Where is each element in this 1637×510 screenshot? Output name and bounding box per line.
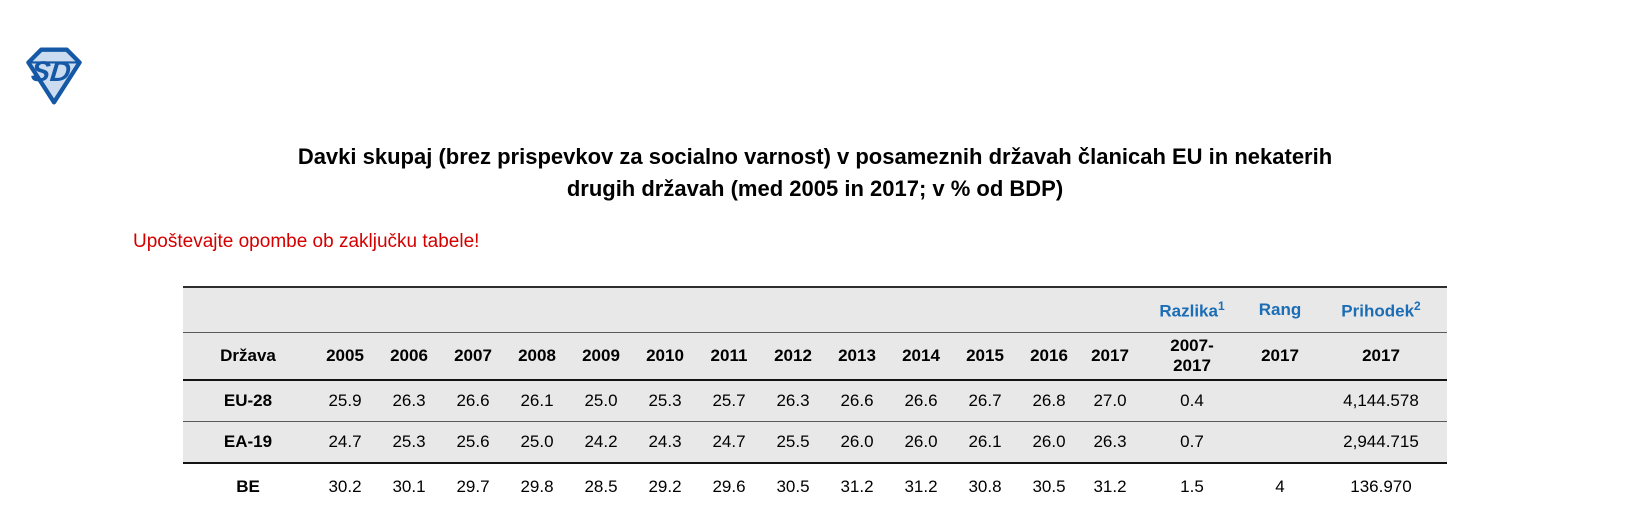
title-line2: drugih državah (med 2005 in 2017; v % od…	[566, 176, 1064, 201]
value-cell: 26.7	[953, 380, 1017, 422]
footnote-marker: 1	[1217, 298, 1225, 313]
value-cell: 25.7	[697, 380, 761, 422]
table-row-be: BE 30.2 30.1 29.7 29.8 28.5 29.2 29.6 30.5 31.2 31…	[183, 463, 1447, 510]
value-cell: 29.2	[648, 477, 682, 496]
value-cell: 24.2	[569, 421, 633, 464]
sd-diamond-logo: SD	[18, 44, 90, 108]
value-cell: 24.7	[697, 421, 761, 464]
value-cell: 30.5	[776, 477, 810, 496]
value-cell: 26.6	[889, 380, 953, 422]
col-header-year: 2010	[633, 332, 697, 381]
col-header-year: 2015	[953, 332, 1017, 381]
value-cell: 29.7	[456, 477, 490, 496]
value-cell: 26.3	[1081, 421, 1139, 464]
value-cell: 26.1	[505, 380, 569, 422]
razlika-cell: 0.7	[1139, 421, 1245, 464]
value-cell: 26.3	[377, 380, 441, 422]
col-header-year: 2014	[889, 332, 953, 381]
value-cell: 29.8	[520, 477, 554, 496]
col-header-razlika-period: 2007-2017	[1139, 332, 1245, 381]
footnote-marker: 2	[1414, 298, 1421, 313]
value-cell: 26.1	[953, 421, 1017, 464]
col-header-year: 2007	[441, 332, 505, 381]
value-cell: 29.6	[712, 477, 746, 496]
col-header-year: 2011	[697, 332, 761, 381]
value-cell: 30.5	[1032, 477, 1066, 496]
country-cell: EA-19	[183, 421, 313, 464]
diamond-icon: SD	[26, 47, 82, 105]
country-cell: BE	[236, 477, 260, 496]
razlika-cell: 0.4	[1139, 380, 1245, 422]
group-header-prihodek: Prihodek2	[1315, 287, 1447, 333]
table-row-ea-19: EA-19 24.7 25.3 25.6 25.0 24.2 24.3 24.7 25.5 26.…	[183, 421, 1447, 464]
value-cell: 26.0	[825, 421, 889, 464]
group-header-label: Rang	[1258, 300, 1302, 319]
prihodek-cell: 136.970	[1350, 477, 1412, 496]
value-cell: 26.8	[1017, 380, 1081, 422]
value-cell: 26.3	[761, 380, 825, 422]
col-header-year: 2012	[761, 332, 825, 381]
value-cell: 25.3	[377, 421, 441, 464]
value-cell: 25.0	[569, 380, 633, 422]
group-header-spacer	[183, 287, 1139, 333]
group-header-rang: Rang	[1245, 287, 1315, 333]
col-header-year: 2009	[569, 332, 633, 381]
value-cell: 25.0	[505, 421, 569, 464]
col-header-rang-year: 2017	[1245, 332, 1315, 381]
col-header-2017: 2017	[1081, 332, 1139, 381]
value-cell: 31.2	[904, 477, 938, 496]
tax-table-wrap: Razlika1 Rang Prihodek2 Država 2005 2006 2007 2…	[183, 286, 1447, 510]
value-cell: 26.6	[825, 380, 889, 422]
value-cell: 26.6	[441, 380, 505, 422]
group-header-razlika: Razlika1	[1139, 287, 1245, 333]
value-cell: 25.5	[761, 421, 825, 464]
notice-text: Upoštevajte opombe ob zaključku tabele!	[133, 231, 480, 252]
prihodek-cell: 2,944.715	[1315, 421, 1447, 464]
col-header-year: 2016	[1017, 332, 1081, 381]
col-header-year: 2006	[377, 332, 441, 381]
value-cell: 30.2	[328, 477, 362, 496]
rang-cell	[1245, 421, 1315, 464]
col-header-year: 2005	[313, 332, 377, 381]
col-header-country: Država	[183, 332, 313, 381]
value-cell: 28.5	[584, 477, 618, 496]
tax-table: Razlika1 Rang Prihodek2 Država 2005 2006 2007 2…	[183, 286, 1447, 510]
razlika-period-label: 2007-2017	[1170, 336, 1214, 375]
value-cell: 24.7	[313, 421, 377, 464]
value-cell: 25.3	[633, 380, 697, 422]
value-cell: 27.0	[1081, 380, 1139, 422]
group-header-row: Razlika1 Rang Prihodek2	[183, 287, 1447, 333]
value-cell: 26.0	[889, 421, 953, 464]
col-header-year: 2013	[825, 332, 889, 381]
value-cell: 26.0	[1017, 421, 1081, 464]
rang-cell: 4	[1275, 477, 1285, 496]
value-cell: 30.1	[392, 477, 426, 496]
value-cell: 25.9	[313, 380, 377, 422]
table-row-eu-28: EU-28 25.9 26.3 26.6 26.1 25.0 25.3 25.7 26.3 26.…	[183, 380, 1447, 422]
page-title: Davki skupaj (brez prispevkov za socialn…	[183, 141, 1447, 205]
value-cell: 31.2	[840, 477, 874, 496]
title-line1: Davki skupaj (brez prispevkov za socialn…	[297, 144, 1333, 169]
group-header-label: Prihodek	[1341, 301, 1415, 321]
country-cell: EU-28	[183, 380, 313, 422]
col-header-year: 2008	[505, 332, 569, 381]
col-header-prihodek-year: 2017	[1315, 332, 1447, 381]
value-cell: 31.2	[1093, 477, 1127, 496]
razlika-cell: 1.5	[1180, 477, 1204, 496]
value-cell: 24.3	[633, 421, 697, 464]
prihodek-cell: 4,144.578	[1315, 380, 1447, 422]
svg-text:SD: SD	[30, 56, 73, 88]
column-header-row: Država 2005 2006 2007 2008 2009 2010 2011 2012 20…	[183, 332, 1447, 381]
rang-cell	[1245, 380, 1315, 422]
value-cell: 25.6	[441, 421, 505, 464]
value-cell: 30.8	[968, 477, 1002, 496]
group-header-label: Razlika	[1159, 301, 1218, 321]
